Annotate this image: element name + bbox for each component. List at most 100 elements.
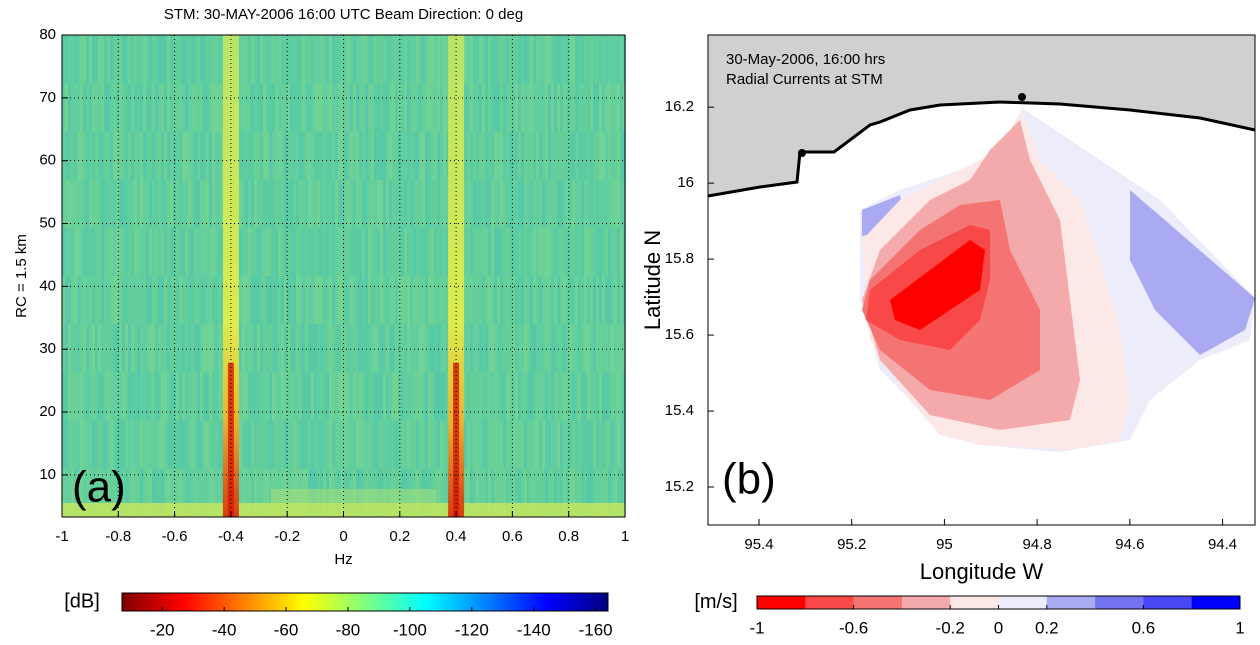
- field-texture: [362, 35, 365, 84]
- field-texture: [404, 420, 407, 470]
- field-texture: [572, 131, 575, 181]
- field-texture: [368, 35, 371, 84]
- field-texture: [365, 83, 368, 132]
- field-texture: [119, 131, 122, 181]
- field-texture: [584, 420, 587, 470]
- field-texture: [410, 131, 413, 181]
- field-texture: [479, 324, 482, 373]
- y-tick-label: 15.8: [665, 250, 694, 267]
- colorbar-segment: [1095, 596, 1144, 609]
- field-texture: [542, 468, 545, 518]
- colorbar-segment: [1143, 596, 1193, 609]
- field-texture: [86, 324, 89, 373]
- field-texture: [179, 35, 182, 84]
- field-texture: [401, 179, 404, 229]
- field-texture: [134, 276, 137, 325]
- field-texture: [161, 179, 164, 229]
- field-texture: [191, 468, 194, 518]
- field-texture: [155, 179, 158, 229]
- field-texture: [404, 372, 407, 422]
- field-texture: [317, 83, 320, 132]
- field-texture: [218, 468, 221, 518]
- field-texture: [179, 324, 182, 373]
- field-texture: [86, 179, 89, 229]
- field-texture: [353, 83, 356, 132]
- field-texture: [182, 35, 185, 84]
- field-texture: [536, 276, 539, 325]
- field-texture: [257, 35, 260, 84]
- field-texture: [383, 372, 386, 422]
- field-texture: [560, 372, 563, 422]
- field-texture: [428, 324, 431, 373]
- field-texture: [584, 372, 587, 422]
- field-texture: [209, 83, 212, 132]
- field-texture: [611, 372, 614, 422]
- field-texture: [371, 324, 374, 373]
- field-texture: [332, 179, 335, 229]
- field-texture: [209, 227, 212, 277]
- field-texture: [89, 276, 92, 325]
- field-texture: [557, 468, 560, 518]
- field-texture: [440, 276, 443, 325]
- field-texture: [440, 227, 443, 277]
- field-texture: [464, 468, 467, 518]
- field-texture: [431, 35, 434, 84]
- field-texture: [266, 372, 269, 422]
- field-texture: [539, 372, 542, 422]
- field-texture: [311, 372, 314, 422]
- colorbar-tick-label: -0.2: [936, 618, 965, 637]
- field-texture: [518, 324, 521, 373]
- field-texture: [386, 83, 389, 132]
- field-texture: [494, 131, 497, 181]
- field-texture: [350, 83, 353, 132]
- field-texture: [323, 324, 326, 373]
- field-texture: [581, 179, 584, 229]
- field-texture: [425, 131, 428, 181]
- field-texture: [368, 227, 371, 277]
- field-texture: [293, 131, 296, 181]
- field-texture: [113, 131, 116, 181]
- field-texture: [341, 35, 344, 84]
- field-texture: [299, 324, 302, 373]
- field-texture: [92, 179, 95, 229]
- field-texture: [596, 179, 599, 229]
- field-texture: [347, 420, 350, 470]
- field-texture: [272, 227, 275, 277]
- field-texture: [98, 372, 101, 422]
- field-texture: [272, 83, 275, 132]
- field-texture: [134, 35, 137, 84]
- field-texture: [83, 179, 86, 229]
- field-texture: [479, 276, 482, 325]
- field-texture: [395, 179, 398, 229]
- field-texture: [560, 131, 563, 181]
- field-texture: [518, 276, 521, 325]
- field-texture: [344, 420, 347, 470]
- field-texture: [563, 468, 566, 518]
- field-texture: [155, 131, 158, 181]
- field-texture: [293, 372, 296, 422]
- field-texture: [257, 83, 260, 132]
- field-texture: [380, 83, 383, 132]
- field-texture: [557, 420, 560, 470]
- field-texture: [260, 324, 263, 373]
- field-texture: [65, 131, 68, 181]
- field-texture: [134, 372, 137, 422]
- field-texture: [170, 468, 173, 518]
- field-texture: [512, 83, 515, 132]
- field-texture: [284, 372, 287, 422]
- field-texture: [281, 276, 284, 325]
- field-texture: [353, 420, 356, 470]
- field-texture: [314, 179, 317, 229]
- field-texture: [131, 83, 134, 132]
- field-texture: [548, 372, 551, 422]
- field-texture: [521, 179, 524, 229]
- field-texture: [308, 324, 311, 373]
- field-texture: [221, 83, 224, 132]
- field-texture: [140, 131, 143, 181]
- field-texture: [419, 276, 422, 325]
- field-texture: [155, 35, 158, 84]
- field-texture: [275, 131, 278, 181]
- field-texture: [371, 131, 374, 181]
- field-texture: [296, 324, 299, 373]
- field-texture: [332, 83, 335, 132]
